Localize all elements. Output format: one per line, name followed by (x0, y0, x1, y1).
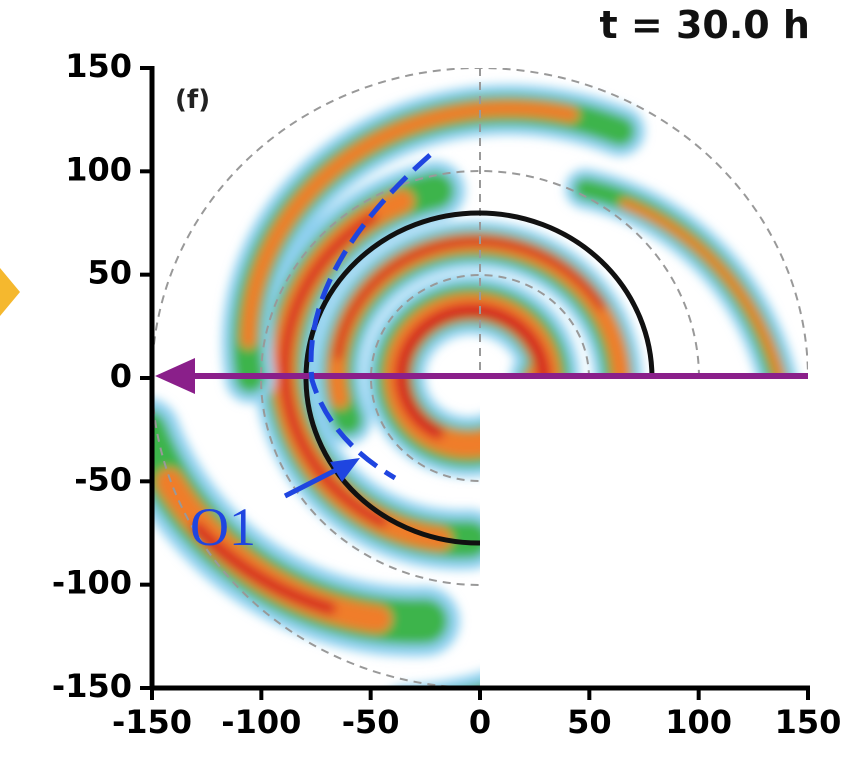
x-tick-label: 50 (567, 703, 612, 741)
side-marker (0, 268, 20, 316)
rainband (191, 521, 336, 615)
annotation: O1 (190, 497, 256, 557)
pointer-head (330, 458, 360, 482)
x-tick-label: -50 (342, 703, 400, 741)
arrow-head (155, 358, 195, 394)
y-tick-label: -150 (52, 667, 132, 705)
x-tick-label: 0 (469, 703, 491, 741)
rainband (619, 198, 785, 383)
y-tick-label: -50 (74, 460, 132, 498)
y-tick-label: 0 (110, 357, 132, 395)
axes: -150 -100 -50 0 50 100 150 -150 -100 -50 0 50 100 150 (52, 47, 841, 741)
x-tick-label: 100 (665, 703, 732, 741)
y-tick-label: 50 (87, 254, 132, 292)
y-tick-label: 150 (65, 47, 132, 85)
chart-title: t = 30.0 h (599, 3, 810, 47)
x-tick-label: 150 (775, 703, 842, 741)
x-tick-label: -100 (221, 703, 301, 741)
band-outline (308, 153, 432, 481)
rainband (334, 236, 606, 360)
rainband (240, 100, 579, 349)
panel-label: (f) (175, 85, 210, 115)
y-tick-label: 100 (65, 150, 132, 188)
blank-quadrant (480, 378, 808, 688)
y-tick-label: -100 (52, 564, 132, 602)
pointer (283, 465, 342, 499)
x-tick-label: -150 (112, 703, 192, 741)
